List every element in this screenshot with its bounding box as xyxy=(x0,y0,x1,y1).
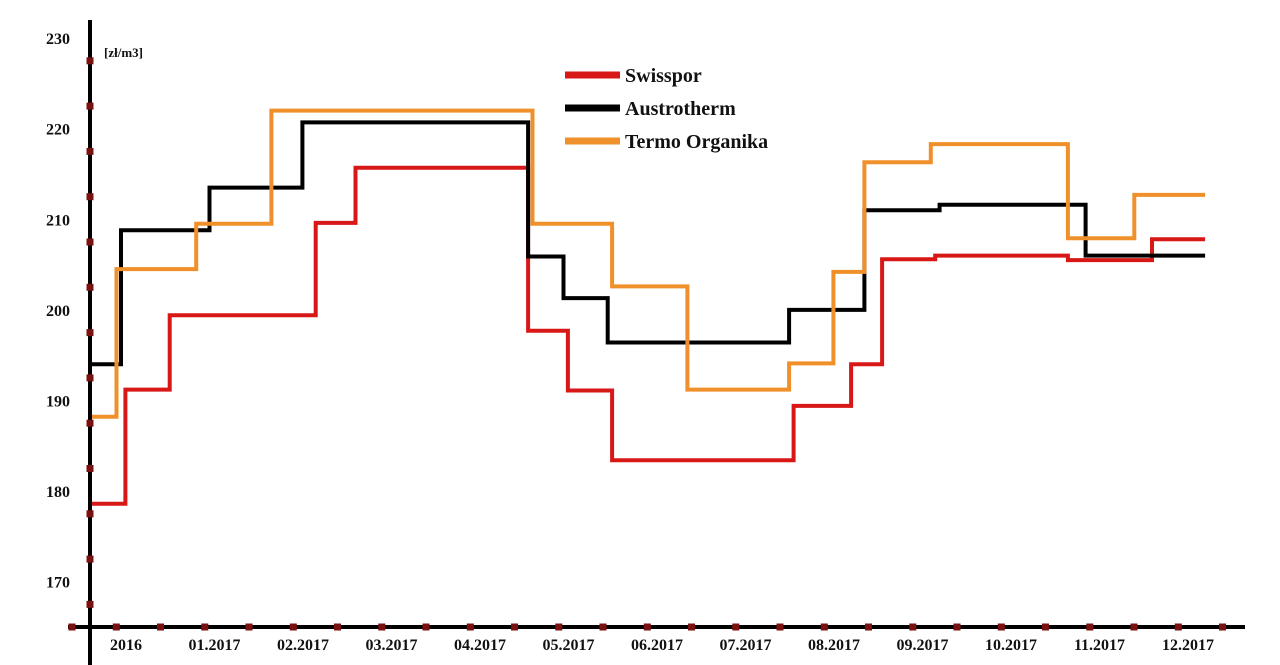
y-axis-marker xyxy=(86,329,94,337)
x-axis-marker xyxy=(776,623,784,631)
x-axis-marker xyxy=(732,623,740,631)
x-axis-marker xyxy=(865,623,872,631)
y-axis-marker xyxy=(86,147,94,155)
x-axis-marker xyxy=(511,623,518,631)
legend-label: Termo Organika xyxy=(625,131,768,153)
y-tick-label: 190 xyxy=(46,394,70,411)
x-axis-marker xyxy=(1130,623,1138,631)
x-axis-marker xyxy=(1219,623,1226,631)
x-tick-label: 01.2017 xyxy=(189,637,241,654)
x-axis-marker xyxy=(643,623,651,631)
y-axis-marker xyxy=(86,102,94,110)
legend-label: Swisspor xyxy=(625,65,702,87)
y-unit-label: [zł/m3] xyxy=(104,45,143,60)
y-axis-marker xyxy=(86,600,94,608)
y-axis-marker xyxy=(86,555,94,563)
y-axis-marker xyxy=(86,283,94,291)
y-tick-label: 210 xyxy=(46,212,70,229)
x-axis-marker xyxy=(289,623,297,631)
x-tick-label: 04.2017 xyxy=(454,637,506,654)
y-tick-label: 200 xyxy=(46,303,70,320)
x-tick-label: 06.2017 xyxy=(631,637,683,654)
x-axis-marker xyxy=(422,623,430,631)
legend-label: Austrotherm xyxy=(625,98,736,120)
x-tick-label: 12.2017 xyxy=(1162,637,1214,654)
y-axis-marker xyxy=(86,419,94,427)
x-tick-label: 08.2017 xyxy=(808,637,860,654)
y-axis-marker xyxy=(86,193,94,201)
y-tick-label: 220 xyxy=(46,122,70,139)
x-tick-label: 2016 xyxy=(110,637,142,654)
x-tick-label: 07.2017 xyxy=(720,637,772,654)
x-axis-marker xyxy=(1042,623,1049,631)
x-tick-label: 05.2017 xyxy=(543,637,595,654)
x-axis-marker xyxy=(201,623,209,631)
series-line-swisspor xyxy=(90,165,1206,506)
x-axis-marker xyxy=(466,623,474,631)
series-line-termo-organika xyxy=(90,108,1206,419)
legend: Swisspor Austrotherm Termo Organika xyxy=(565,65,768,153)
x-axis-marker xyxy=(599,623,607,631)
x-axis-marker xyxy=(1174,623,1182,631)
x-tick-labels: 2016 01.2017 02.2017 03.2017 04.2017 05.2017 0… xyxy=(110,637,1214,654)
x-tick-label: 11.2017 xyxy=(1074,637,1125,654)
y-tick-label: 170 xyxy=(46,575,70,592)
x-tick-label: 10.2017 xyxy=(985,637,1037,654)
y-tick-label: 180 xyxy=(46,484,70,501)
y-tick-labels: 170 180 190 200 210 220 230 xyxy=(46,31,70,592)
x-axis-marker xyxy=(555,623,563,631)
x-axis-marker xyxy=(1086,623,1094,631)
x-tick-label: 03.2017 xyxy=(366,637,418,654)
x-axis-marker xyxy=(953,623,961,631)
x-axis-marker xyxy=(334,623,341,631)
x-tick-label: 09.2017 xyxy=(897,637,949,654)
y-axis-marker xyxy=(86,57,94,65)
x-axis-marker xyxy=(378,623,386,631)
x-axis-marker xyxy=(820,623,828,631)
y-axis-marker xyxy=(86,510,94,518)
x-axis-marker xyxy=(68,623,76,631)
x-axis-marker xyxy=(245,623,253,631)
axis-marker-layer xyxy=(68,57,1226,631)
y-axis-marker xyxy=(86,374,94,382)
y-tick-label: 230 xyxy=(46,31,70,48)
x-tick-label: 02.2017 xyxy=(277,637,329,654)
x-axis-marker xyxy=(157,623,164,631)
x-axis-marker xyxy=(112,623,120,631)
y-axis-marker xyxy=(86,238,94,246)
x-axis-marker xyxy=(997,623,1005,631)
series-line-austrotherm xyxy=(90,120,1206,367)
series-layer xyxy=(90,108,1206,506)
x-axis-marker xyxy=(909,623,917,631)
x-axis-marker xyxy=(688,623,695,631)
y-axis-marker xyxy=(86,465,94,472)
